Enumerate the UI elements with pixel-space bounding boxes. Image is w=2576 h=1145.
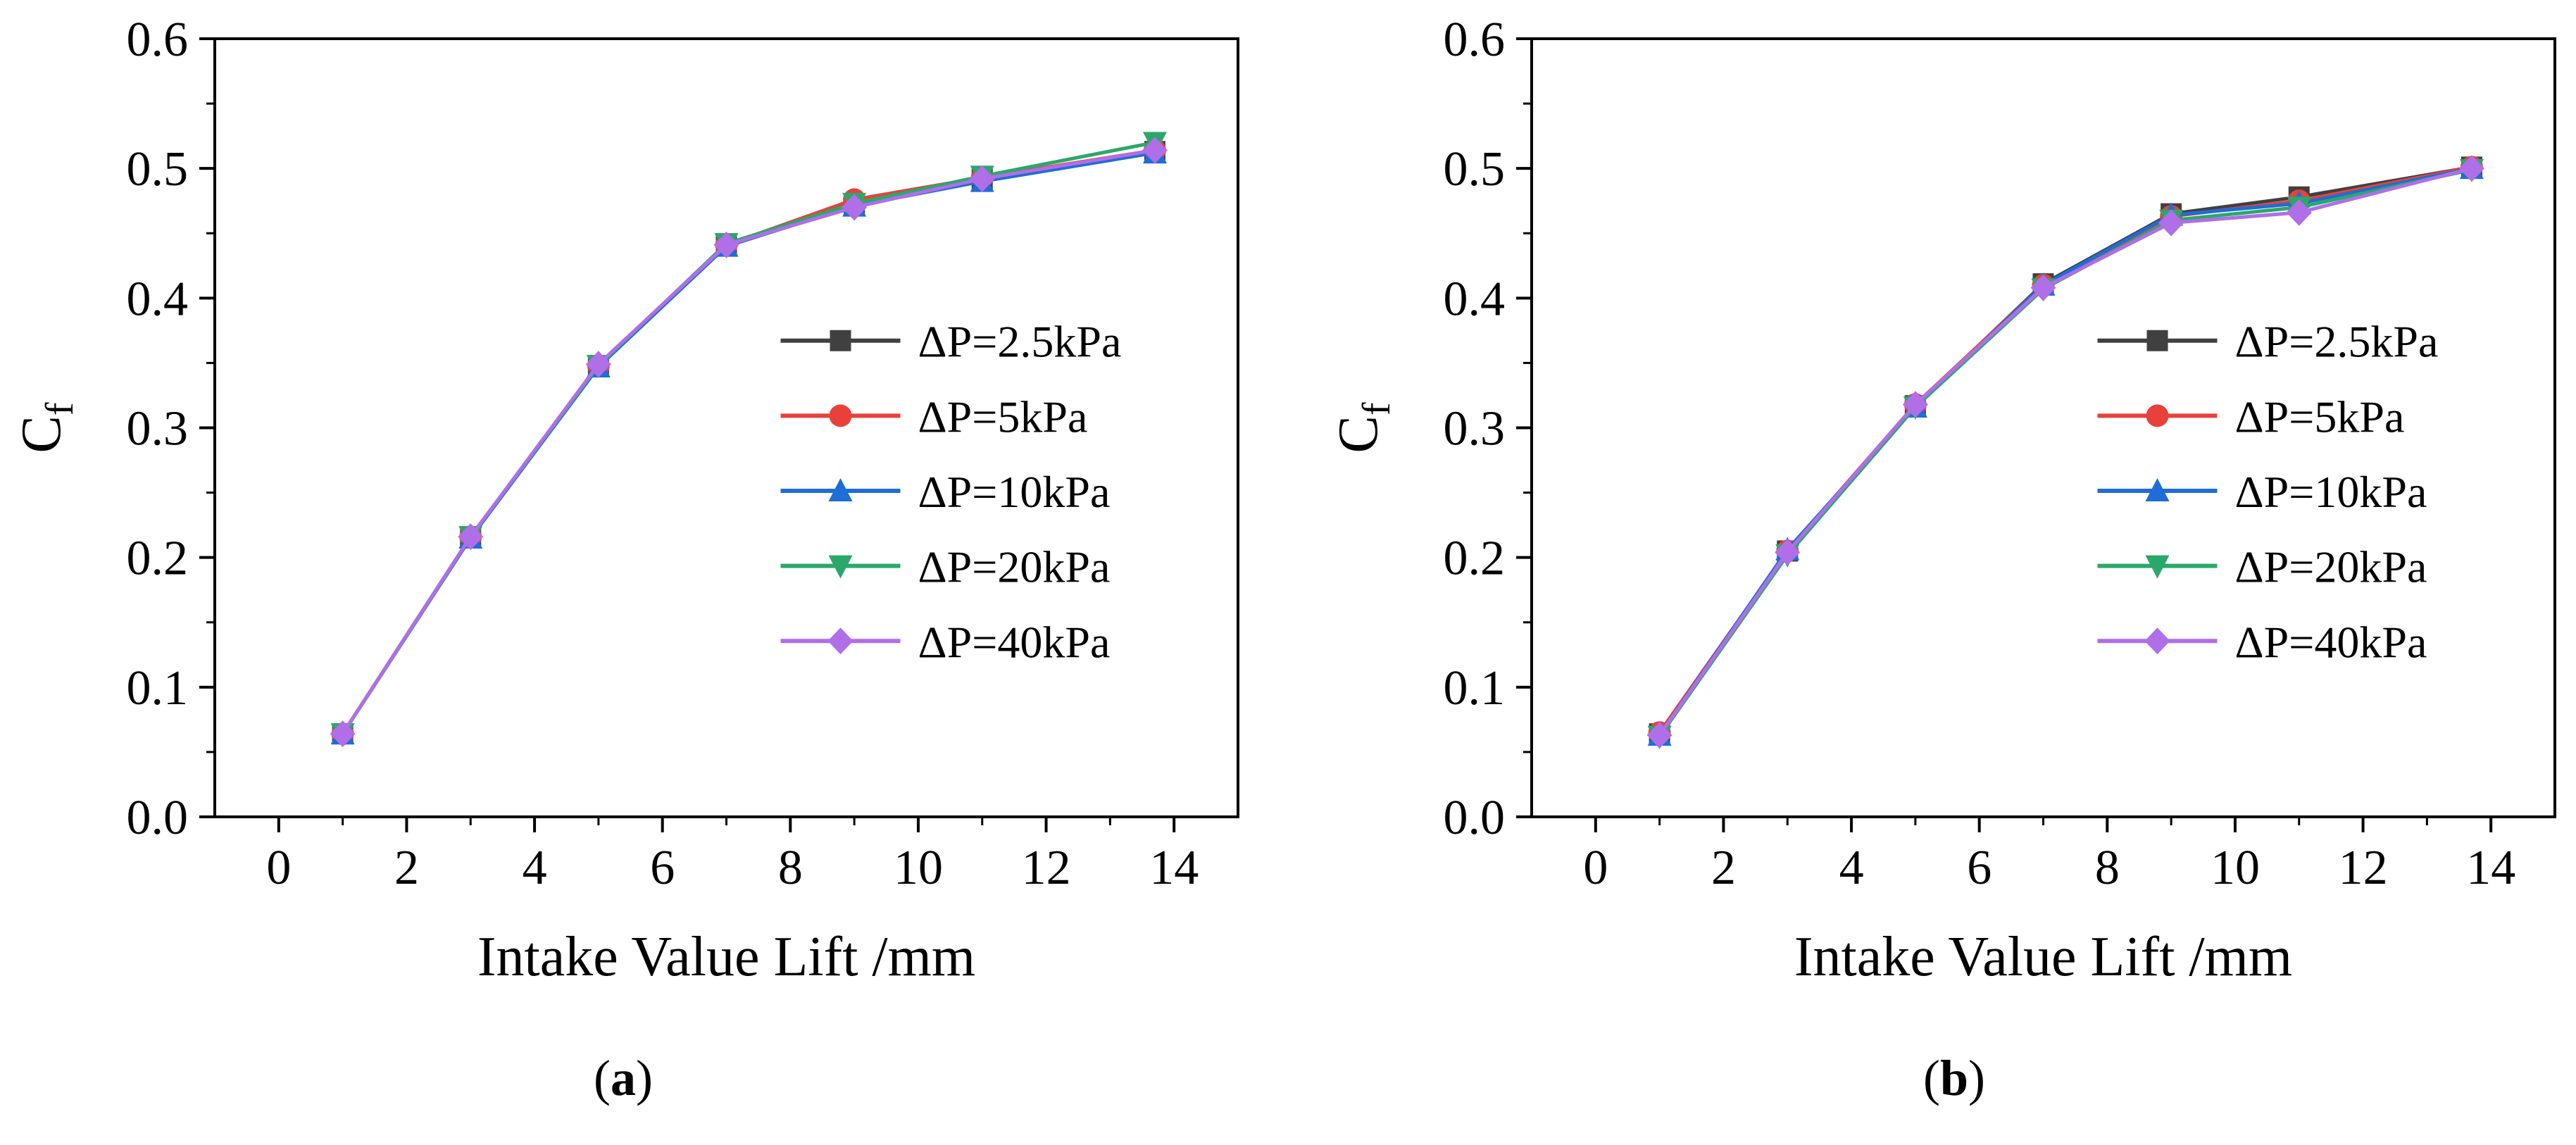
data-point-4-6 [2458, 155, 2484, 182]
y-tick-label: 0.6 [127, 13, 189, 67]
x-tick-label: 14 [1149, 841, 1199, 895]
legend-marker-1 [2146, 404, 2169, 427]
data-point-4-3 [713, 231, 739, 258]
x-axis-title: Intake Value Lift /mm [477, 926, 975, 988]
legend-label-3: ΔP=20kPa [918, 542, 1111, 592]
data-point-4-4 [842, 194, 868, 221]
panel-a: 0.0 0.1 0.2 0.3 0.4 0.5 0.6 0 2 4 6 8 10 12 14 Intake V… [11, 13, 1239, 1106]
x-tick-label: 10 [894, 841, 943, 895]
data-point-4-2 [1902, 391, 1928, 418]
legend-label-0: ΔP=2.5kPa [918, 317, 1122, 367]
y-tick-label: 0.0 [127, 791, 189, 845]
legend-label-4: ΔP=40kPa [2235, 617, 2427, 667]
y-tick-label: 0.2 [1444, 532, 1506, 586]
x-tick-label: 8 [2095, 841, 2120, 895]
x-tick-label: 4 [1839, 841, 1864, 895]
y-axis-title: Cf [11, 402, 82, 453]
x-tick-label: 6 [650, 841, 675, 895]
legend-marker-2 [2145, 478, 2170, 502]
panel-caption: (b) [1923, 1050, 1985, 1106]
legend-marker-4 [827, 627, 854, 655]
panel-caption: (a) [594, 1050, 653, 1106]
y-axis-title-subscript: f [1355, 402, 1399, 415]
legend-marker-0 [830, 330, 851, 351]
y-tick-label: 0.4 [127, 272, 189, 326]
caption-letter: a [611, 1050, 636, 1106]
data-point-4-6 [1142, 137, 1168, 164]
x-tick-label: 6 [1967, 841, 1992, 895]
x-tick-label: 0 [266, 841, 291, 895]
data-point-4-5 [969, 165, 995, 192]
legend-marker-2 [828, 478, 853, 502]
y-axis-title-main: C [1327, 415, 1389, 453]
caption-open-paren: ( [594, 1050, 611, 1106]
legend-marker-3 [2145, 555, 2170, 579]
data-point-4-5 [2286, 199, 2312, 226]
legend-label-4: ΔP=40kPa [918, 617, 1111, 667]
x-tick-label: 10 [2211, 841, 2260, 895]
y-tick-label: 0.5 [1444, 142, 1506, 196]
caption-letter: b [1940, 1050, 1968, 1106]
legend-marker-3 [828, 555, 853, 579]
data-point-4-1 [1775, 539, 1801, 566]
x-tick-label: 0 [1583, 841, 1608, 895]
x-tick-label: 14 [2466, 841, 2515, 895]
y-tick-label: 0.3 [127, 402, 189, 456]
y-axis-title-main: C [11, 415, 73, 453]
y-tick-label: 0.4 [1444, 272, 1506, 326]
caption-close-paren: ) [1968, 1050, 1985, 1106]
data-point-4-2 [585, 351, 611, 378]
legend-label-1: ΔP=5kPa [2235, 392, 2405, 442]
legend-marker-0 [2146, 330, 2168, 351]
x-tick-label: 12 [2339, 841, 2388, 895]
x-tick-label: 12 [1022, 841, 1071, 895]
data-point-4-0 [330, 720, 356, 748]
legend-label-1: ΔP=5kPa [918, 392, 1088, 442]
y-axis-title-subscript: f [38, 402, 82, 415]
x-tick-label: 4 [523, 841, 547, 895]
legend-marker-1 [829, 404, 852, 427]
data-point-4-0 [1646, 721, 1672, 749]
x-tick-label: 8 [778, 841, 803, 895]
legend-label-3: ΔP=20kPa [2235, 542, 2427, 592]
legend-label-2: ΔP=10kPa [2235, 467, 2427, 517]
y-tick-label: 0.0 [1444, 791, 1506, 845]
y-tick-label: 0.1 [127, 661, 189, 715]
x-tick-label: 2 [1711, 841, 1736, 895]
data-point-4-1 [458, 523, 484, 551]
x-tick-label: 2 [394, 841, 419, 895]
y-axis-title: Cf [1327, 402, 1399, 453]
x-axis-title: Intake Value Lift /mm [1794, 926, 2292, 988]
panel-b: 0.0 0.1 0.2 0.3 0.4 0.5 0.6 0 2 4 6 8 10 12 14 Intake V… [1327, 13, 2556, 1106]
y-tick-label: 0.1 [1444, 661, 1506, 715]
y-tick-label: 0.3 [1444, 402, 1506, 456]
legend-label-2: ΔP=10kPa [918, 467, 1111, 517]
caption-close-paren: ) [636, 1050, 653, 1106]
y-tick-label: 0.2 [127, 532, 189, 586]
data-point-4-4 [2158, 209, 2184, 237]
legend-marker-4 [2144, 627, 2170, 655]
y-tick-label: 0.6 [1444, 13, 1506, 67]
data-point-4-3 [2030, 274, 2056, 301]
y-tick-label: 0.5 [127, 142, 189, 196]
caption-open-paren: ( [1923, 1050, 1940, 1106]
legend-label-0: ΔP=2.5kPa [2235, 317, 2439, 367]
